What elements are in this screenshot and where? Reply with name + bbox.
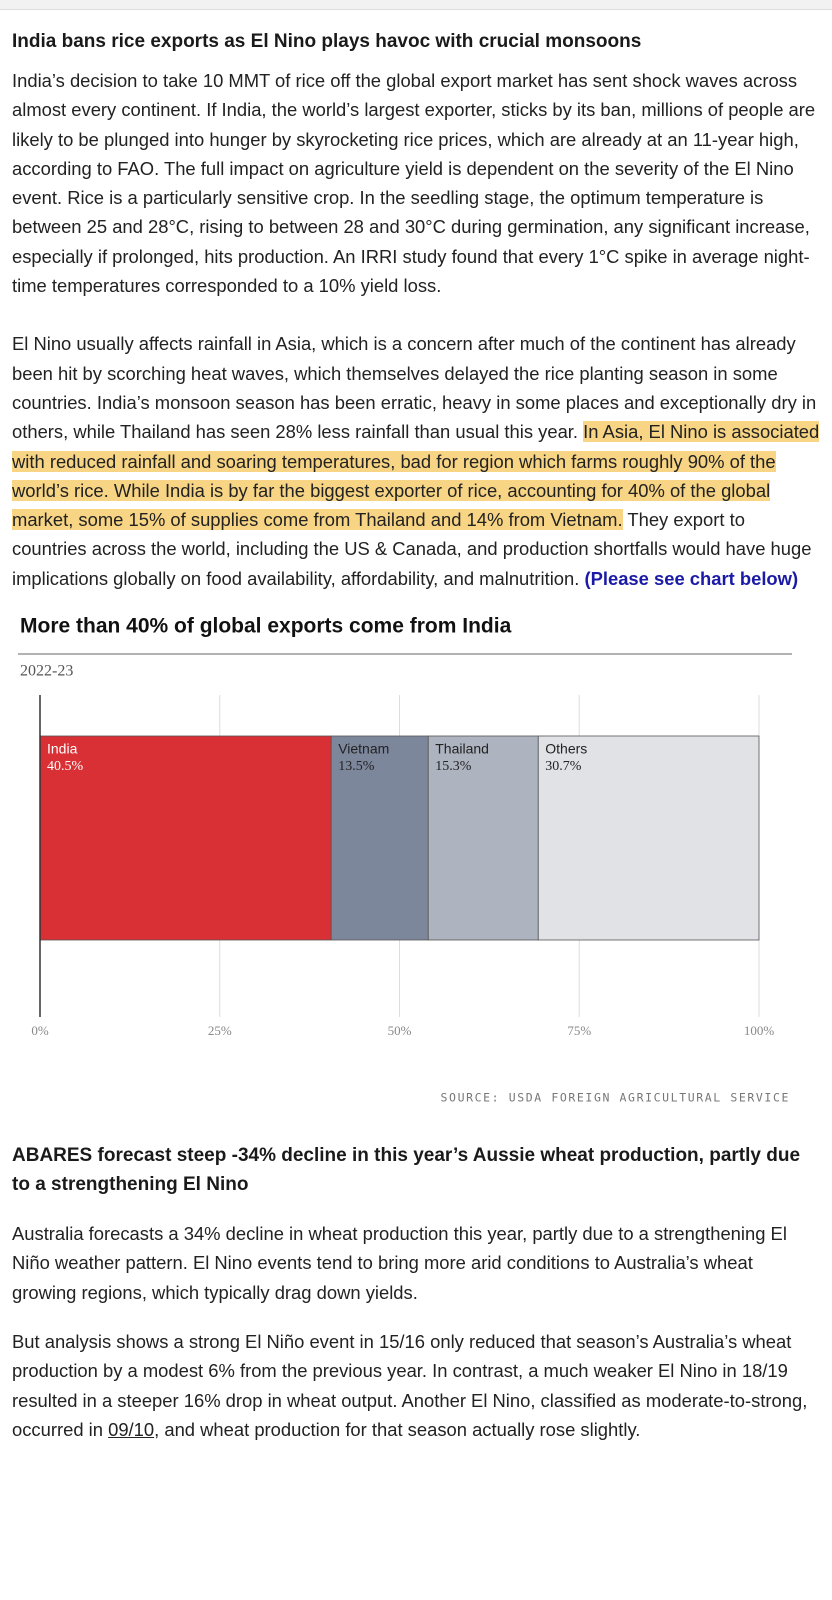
text: , and wheat production for that season a… — [154, 1418, 641, 1440]
text: But analysis shows a strong El Niño even… — [12, 1330, 808, 1440]
chart-source: SOURCE: USDA FOREIGN AGRICULTURAL SERVIC… — [441, 1091, 790, 1105]
segment-value: 15.3% — [435, 759, 472, 774]
link[interactable]: 09/10 — [108, 1418, 155, 1440]
text: El Nino usually affects rainfall in Asia… — [12, 333, 817, 443]
top-bar — [0, 0, 832, 10]
article: India bans rice exports as El Nino plays… — [0, 27, 832, 1444]
x-tick-label: 50% — [388, 1023, 412, 1038]
chart-subtitle: 2022-23 — [20, 663, 73, 680]
chart: More than 40% of global exports come fro… — [18, 615, 792, 1105]
x-tick-label: 100% — [744, 1023, 775, 1038]
text: They export to countries across the worl… — [12, 509, 812, 589]
paragraph: El Nino usually affects rainfall in Asia… — [12, 329, 820, 593]
x-tick-label: 25% — [208, 1023, 232, 1038]
link[interactable]: (Please see chart below) — [584, 567, 799, 589]
segment-name: Vietnam — [338, 741, 389, 757]
segment-name: Thailand — [435, 741, 489, 757]
x-tick-label: 0% — [31, 1023, 49, 1038]
segment-value: 40.5% — [47, 759, 84, 774]
heading: ABARES forecast steep -34% decline in th… — [12, 1145, 801, 1196]
segment-value: 30.7% — [545, 759, 582, 774]
segment-name: India — [47, 741, 78, 757]
segment-name: Others — [545, 741, 587, 757]
bar-segment — [537, 735, 760, 941]
segment-value: 13.5% — [338, 759, 375, 774]
paragraph: India’s decision to take 10 MMT of rice … — [12, 70, 816, 297]
bar-segment — [39, 735, 332, 941]
x-tick-label: 75% — [567, 1023, 591, 1038]
heading: India bans rice exports as El Nino plays… — [12, 31, 642, 52]
chart-title: More than 40% of global exports come fro… — [20, 615, 512, 638]
bar-segment — [427, 735, 539, 941]
bar-segment — [330, 735, 429, 941]
paragraph: But analysis shows a strong El Niño even… — [12, 1327, 820, 1444]
paragraph: Australia forecasts a 34% decline in whe… — [12, 1223, 787, 1303]
